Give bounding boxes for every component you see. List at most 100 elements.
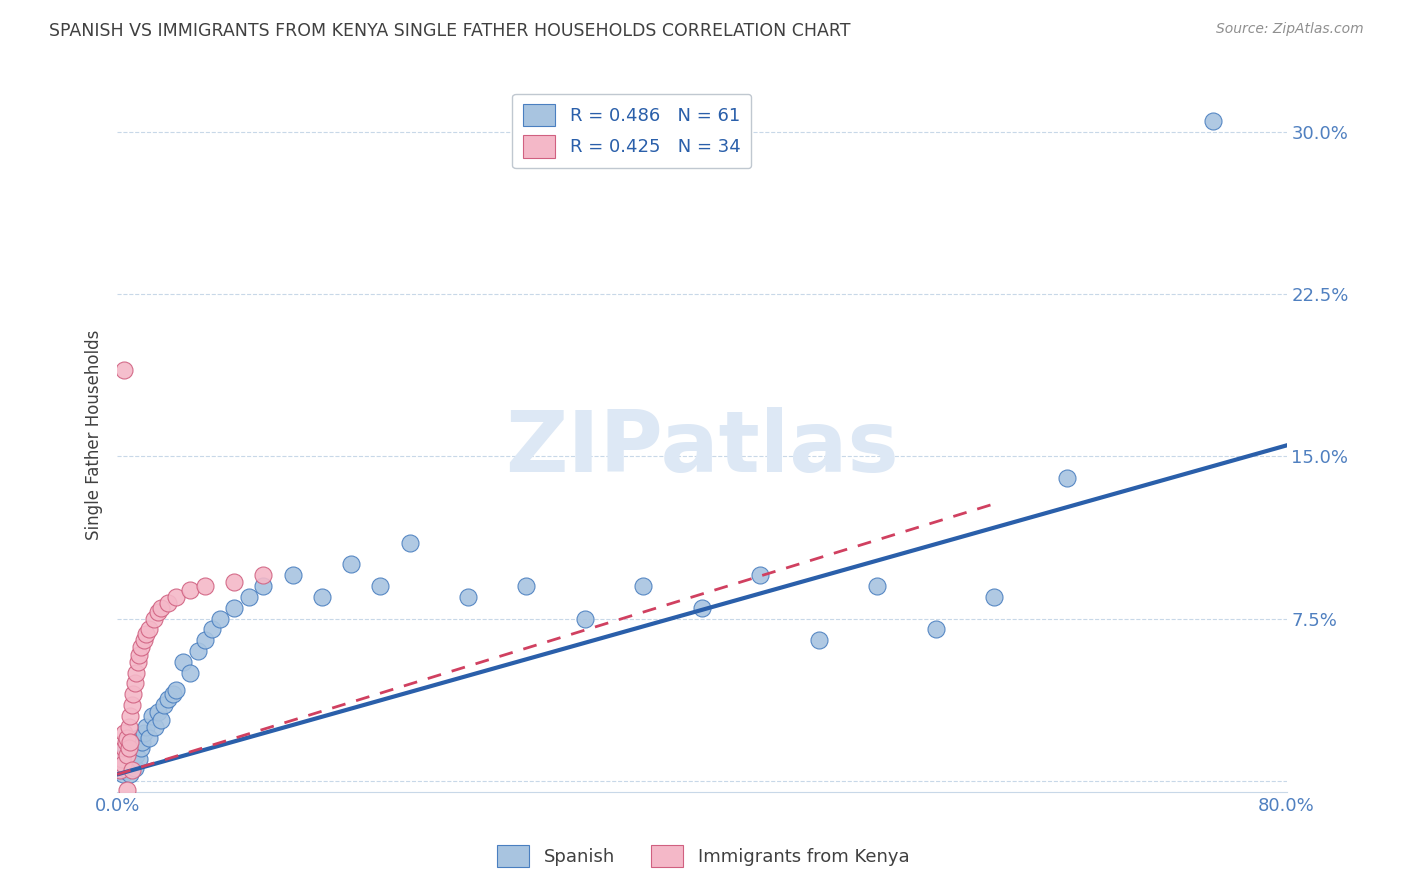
Point — [146, 705, 169, 719]
Point — [121, 698, 143, 712]
Point — [125, 665, 148, 680]
Point — [925, 623, 948, 637]
Point — [138, 623, 160, 637]
Point — [1202, 113, 1225, 128]
Text: ZIPatlas: ZIPatlas — [505, 408, 898, 491]
Point — [194, 633, 217, 648]
Point — [238, 590, 260, 604]
Legend: R = 0.486   N = 61, R = 0.425   N = 34: R = 0.486 N = 61, R = 0.425 N = 34 — [512, 94, 751, 169]
Point — [124, 676, 146, 690]
Point — [114, 726, 136, 740]
Point — [115, 735, 138, 749]
Point — [121, 735, 143, 749]
Point — [115, 741, 138, 756]
Point — [138, 731, 160, 745]
Point — [114, 362, 136, 376]
Point — [150, 600, 173, 615]
Point — [128, 752, 150, 766]
Point — [117, 731, 139, 745]
Point — [165, 683, 187, 698]
Point — [165, 590, 187, 604]
Point — [120, 709, 142, 723]
Point — [224, 600, 246, 615]
Point — [112, 756, 135, 771]
Point — [114, 747, 136, 762]
Point — [157, 691, 180, 706]
Point — [983, 590, 1005, 604]
Point — [179, 665, 201, 680]
Point — [117, 782, 139, 797]
Point — [124, 761, 146, 775]
Point — [127, 731, 149, 745]
Point — [157, 596, 180, 610]
Point — [1056, 471, 1078, 485]
Legend: Spanish, Immigrants from Kenya: Spanish, Immigrants from Kenya — [489, 838, 917, 874]
Point — [179, 583, 201, 598]
Point — [208, 611, 231, 625]
Point — [117, 763, 139, 777]
Point — [311, 590, 333, 604]
Point — [135, 720, 157, 734]
Point — [153, 698, 176, 712]
Point — [142, 611, 165, 625]
Point — [187, 644, 209, 658]
Point — [515, 579, 537, 593]
Point — [114, 763, 136, 777]
Point — [120, 767, 142, 781]
Point — [749, 568, 772, 582]
Point — [135, 626, 157, 640]
Point — [807, 633, 830, 648]
Text: SPANISH VS IMMIGRANTS FROM KENYA SINGLE FATHER HOUSEHOLDS CORRELATION CHART: SPANISH VS IMMIGRANTS FROM KENYA SINGLE … — [49, 22, 851, 40]
Point — [121, 752, 143, 766]
Point — [120, 747, 142, 762]
Point — [125, 747, 148, 762]
Point — [574, 611, 596, 625]
Point — [118, 720, 141, 734]
Point — [120, 735, 142, 749]
Point — [131, 735, 153, 749]
Point — [866, 579, 889, 593]
Point — [457, 590, 479, 604]
Point — [252, 568, 274, 582]
Y-axis label: Single Father Households: Single Father Households — [86, 329, 103, 540]
Point — [112, 767, 135, 781]
Point — [112, 752, 135, 766]
Point — [172, 655, 194, 669]
Point — [132, 726, 155, 740]
Point — [127, 655, 149, 669]
Point — [117, 747, 139, 762]
Point — [124, 741, 146, 756]
Point — [121, 763, 143, 777]
Text: Source: ZipAtlas.com: Source: ZipAtlas.com — [1216, 22, 1364, 37]
Point — [690, 600, 713, 615]
Point — [118, 741, 141, 756]
Point — [122, 756, 145, 771]
Point — [108, 763, 131, 777]
Point — [340, 558, 363, 572]
Point — [117, 752, 139, 766]
Point — [118, 741, 141, 756]
Point — [132, 633, 155, 648]
Point — [108, 763, 131, 777]
Point — [150, 713, 173, 727]
Point — [162, 687, 184, 701]
Point — [143, 720, 166, 734]
Point — [146, 605, 169, 619]
Point — [118, 756, 141, 771]
Point — [110, 752, 132, 766]
Point — [201, 623, 224, 637]
Point — [633, 579, 655, 593]
Point — [129, 640, 152, 654]
Point — [114, 741, 136, 756]
Point — [194, 579, 217, 593]
Point — [129, 741, 152, 756]
Point — [252, 579, 274, 593]
Point — [224, 574, 246, 589]
Point — [281, 568, 304, 582]
Point — [115, 758, 138, 772]
Point — [141, 709, 163, 723]
Point — [398, 536, 420, 550]
Point — [122, 687, 145, 701]
Point — [110, 756, 132, 771]
Point — [368, 579, 391, 593]
